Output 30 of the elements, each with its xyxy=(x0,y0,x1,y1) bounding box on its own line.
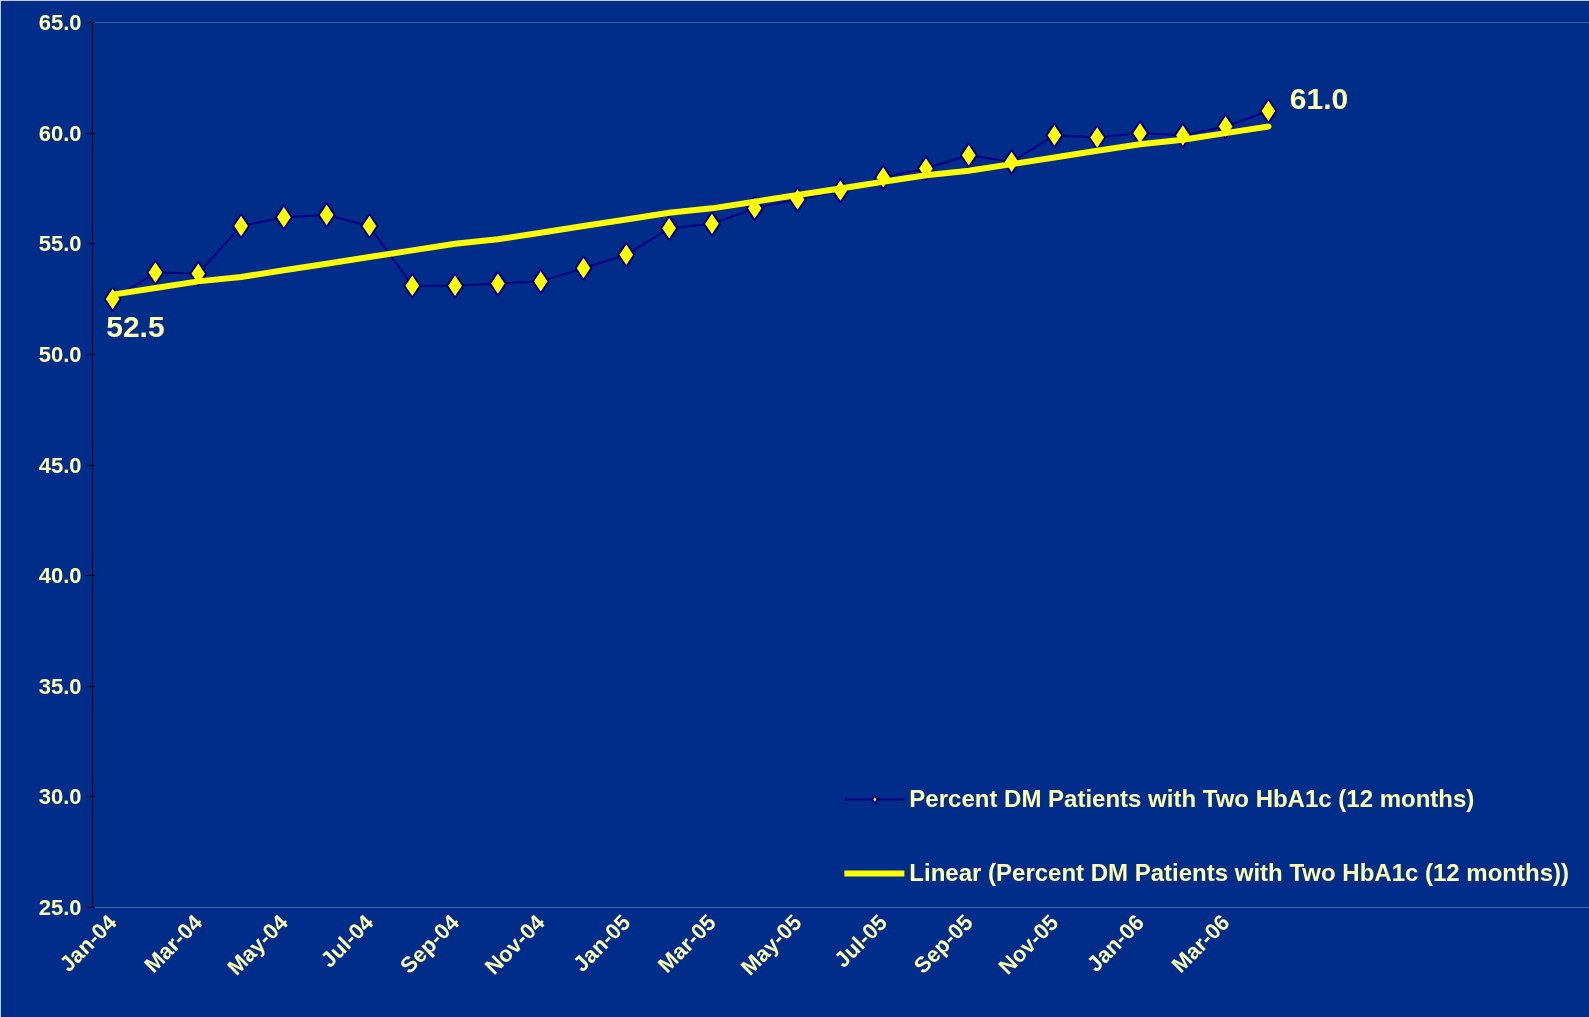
point xyxy=(403,272,422,299)
point xyxy=(1088,124,1107,151)
data-label: 52.5 xyxy=(106,310,165,344)
y-tick-label: 40.0 xyxy=(38,563,82,589)
point xyxy=(574,255,593,282)
y-tick-label: 35.0 xyxy=(38,673,82,699)
legend-label: Linear (Percent DM Patients with Two HbA1c (12 months)) xyxy=(909,859,1569,887)
point xyxy=(146,259,165,286)
point xyxy=(446,272,465,299)
point xyxy=(360,213,379,240)
point xyxy=(1259,98,1278,124)
y-tick-label: 55.0 xyxy=(38,231,82,257)
y-tick-label: 50.0 xyxy=(38,341,82,367)
y-tick-label: 45.0 xyxy=(38,452,82,478)
point xyxy=(1045,122,1064,149)
point xyxy=(702,210,721,237)
point xyxy=(959,142,978,169)
point xyxy=(531,268,550,295)
y-tick-label: 60.0 xyxy=(38,120,82,146)
y-tick-label: 25.0 xyxy=(38,895,82,920)
point xyxy=(660,215,679,242)
data-label: 61.0 xyxy=(1289,82,1349,115)
point xyxy=(617,241,636,268)
point xyxy=(317,201,336,228)
point xyxy=(274,204,293,231)
legend-label: Percent DM Patients with Two HbA1c (12 months) xyxy=(909,785,1475,813)
y-tick-label: 30.0 xyxy=(38,784,82,810)
y-tick-label: 65.0 xyxy=(38,10,82,35)
point xyxy=(232,213,251,240)
point xyxy=(488,270,507,297)
